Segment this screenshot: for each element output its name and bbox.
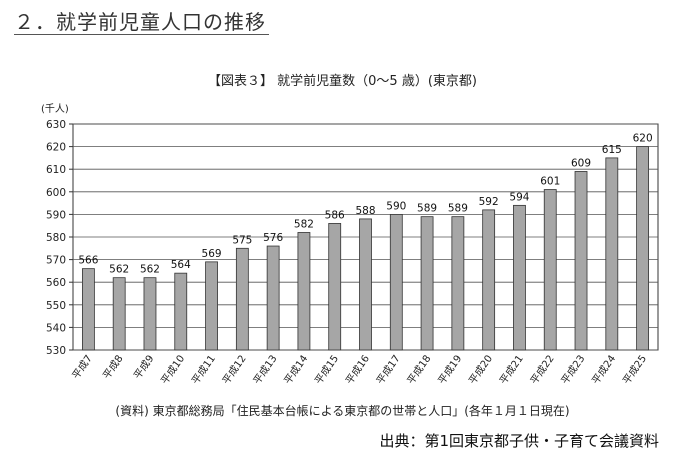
y-tick-label: 620 xyxy=(46,142,66,154)
bar xyxy=(266,245,280,351)
data-label: 562 xyxy=(109,264,129,276)
y-tick-label: 560 xyxy=(46,277,66,289)
x-tick-label: 平成18 xyxy=(405,353,434,387)
x-tick-label: 平成23 xyxy=(559,353,588,387)
figure-title: 【図表３】 就学前児童数（0～5 歳）(東京都) xyxy=(208,74,477,89)
x-tick-label: 平成20 xyxy=(467,353,496,387)
x-tick-label: 平成10 xyxy=(159,353,188,387)
data-label: 594 xyxy=(509,191,529,203)
bar xyxy=(205,261,218,351)
y-tick-label: 570 xyxy=(46,255,66,267)
bar xyxy=(513,204,526,351)
bar xyxy=(112,277,126,351)
data-label: 590 xyxy=(386,200,406,212)
data-label: 615 xyxy=(602,144,622,156)
bar xyxy=(143,277,157,351)
data-label: 601 xyxy=(540,176,560,188)
x-tick-label: 平成16 xyxy=(343,353,372,387)
bar xyxy=(359,218,372,351)
data-label: 582 xyxy=(294,218,314,230)
y-tick-label: 530 xyxy=(46,345,66,357)
data-label: 589 xyxy=(448,203,468,215)
x-tick-label: 平成13 xyxy=(251,353,280,387)
section-title-underline xyxy=(14,34,269,35)
bar xyxy=(636,146,650,351)
data-label: 575 xyxy=(232,234,252,246)
y-axis-label: (千人) xyxy=(41,103,69,115)
y-tick-label: 600 xyxy=(46,187,66,199)
bar xyxy=(235,247,249,351)
x-tick-label: 平成25 xyxy=(620,353,649,387)
x-tick-label: 平成11 xyxy=(189,353,218,387)
section-title: ２．就学前児童人口の推移 xyxy=(14,10,266,34)
data-source-note: (資料) 東京都総務局「住民基本台帳による東京都の世帯と人口」(各年１月１日現在… xyxy=(115,404,570,418)
x-tick-label: 平成21 xyxy=(497,353,526,387)
bar xyxy=(605,157,619,351)
x-tick-label: 平成8 xyxy=(101,353,126,381)
x-tick-label: 平成14 xyxy=(282,353,311,387)
bar xyxy=(81,268,95,351)
x-tick-label: 平成22 xyxy=(528,353,557,387)
data-label: 569 xyxy=(202,248,222,260)
data-label: 588 xyxy=(355,205,375,217)
y-tick-label: 540 xyxy=(46,322,66,334)
bar xyxy=(451,216,465,351)
bar xyxy=(543,189,557,351)
x-tick-label: 平成24 xyxy=(590,353,619,387)
y-tick-label: 630 xyxy=(46,119,66,131)
x-tick-label: 平成12 xyxy=(220,353,249,387)
x-tick-label: 平成19 xyxy=(436,353,465,387)
data-label: 609 xyxy=(571,157,591,169)
data-label: 620 xyxy=(633,133,653,145)
x-tick-label: 平成9 xyxy=(131,353,156,381)
data-label: 586 xyxy=(325,209,345,221)
bar xyxy=(174,272,188,351)
y-tick-label: 580 xyxy=(46,232,66,244)
data-label: 589 xyxy=(417,203,437,215)
bar xyxy=(328,223,342,351)
data-label: 576 xyxy=(263,232,283,244)
bar xyxy=(420,216,434,351)
bar xyxy=(389,213,403,351)
x-tick-label: 平成7 xyxy=(70,353,95,381)
bar xyxy=(297,232,311,351)
y-tick-label: 590 xyxy=(46,209,66,221)
y-tick-label: 610 xyxy=(46,164,66,176)
bar xyxy=(574,171,588,351)
x-tick-label: 平成17 xyxy=(374,353,403,387)
data-label: 592 xyxy=(479,196,499,208)
data-label: 566 xyxy=(78,255,98,267)
source-credit: 出典：第1回東京都子供・子育て会議資料 xyxy=(379,432,659,450)
bar xyxy=(482,209,496,351)
x-tick-label: 平成15 xyxy=(313,353,342,387)
data-label: 564 xyxy=(171,259,191,271)
y-tick-label: 550 xyxy=(46,300,66,312)
data-label: 562 xyxy=(140,264,160,276)
